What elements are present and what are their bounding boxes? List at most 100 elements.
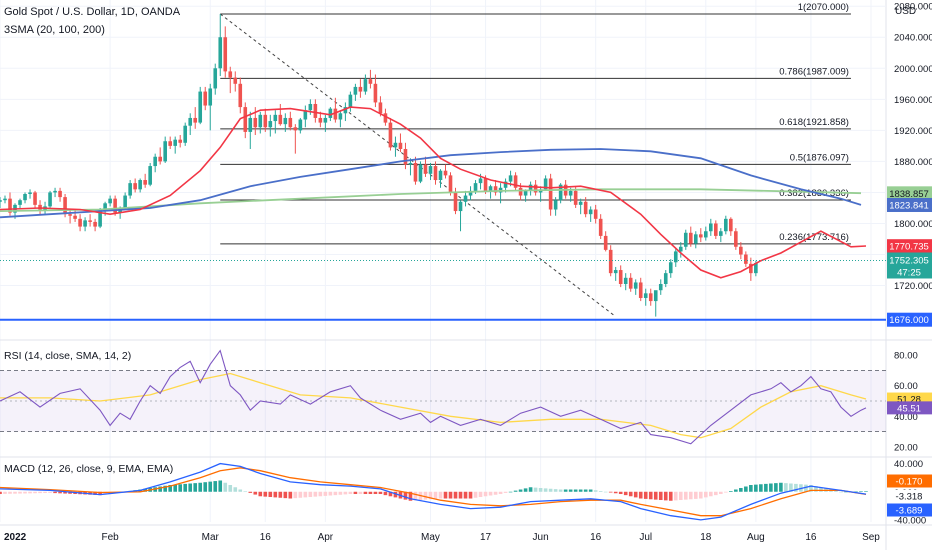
- candle[interactable]: [193, 107, 198, 129]
- candle[interactable]: [53, 187, 57, 198]
- candle[interactable]: [608, 245, 613, 277]
- candle[interactable]: [578, 198, 583, 215]
- candle[interactable]: [288, 111, 293, 131]
- candle[interactable]: [734, 228, 738, 250]
- candle[interactable]: [628, 273, 633, 292]
- candle[interactable]: [648, 288, 653, 306]
- candle[interactable]: [553, 197, 558, 216]
- sma-indicator-label[interactable]: 3SMA (20, 100, 200): [4, 24, 105, 36]
- sma200-line[interactable]: [0, 188, 862, 212]
- candle[interactable]: [668, 259, 673, 278]
- candle[interactable]: [273, 110, 278, 134]
- candle[interactable]: [233, 71, 238, 92]
- candle[interactable]: [248, 111, 253, 149]
- candle[interactable]: [623, 273, 628, 291]
- candle[interactable]: [68, 209, 72, 224]
- candle[interactable]: [258, 111, 263, 134]
- candle[interactable]: [724, 215, 728, 235]
- candle[interactable]: [313, 99, 318, 123]
- candle[interactable]: [148, 162, 152, 187]
- candle[interactable]: [373, 74, 378, 108]
- candle[interactable]: [658, 279, 663, 295]
- candle[interactable]: [653, 290, 658, 317]
- candle[interactable]: [113, 195, 117, 216]
- candle[interactable]: [218, 13, 223, 77]
- candle[interactable]: [443, 164, 448, 179]
- candle[interactable]: [423, 156, 428, 177]
- candle[interactable]: [208, 83, 213, 131]
- candle[interactable]: [243, 102, 248, 139]
- candle[interactable]: [168, 136, 172, 149]
- candle[interactable]: [23, 192, 27, 204]
- rsi-line[interactable]: [0, 349, 867, 445]
- candle[interactable]: [33, 190, 37, 208]
- candle[interactable]: [268, 114, 273, 137]
- candle[interactable]: [749, 257, 753, 281]
- candle[interactable]: [663, 270, 668, 288]
- candle[interactable]: [188, 113, 193, 136]
- candle[interactable]: [303, 105, 308, 128]
- candle[interactable]: [163, 136, 167, 163]
- candle[interactable]: [108, 195, 112, 207]
- candle[interactable]: [583, 197, 588, 218]
- sma100-line[interactable]: [0, 148, 862, 219]
- candle[interactable]: [638, 277, 643, 302]
- candle[interactable]: [8, 192, 12, 216]
- candle[interactable]: [388, 117, 393, 151]
- candle[interactable]: [278, 103, 283, 126]
- candle[interactable]: [438, 169, 443, 188]
- candle[interactable]: [368, 69, 373, 89]
- candle[interactable]: [719, 228, 723, 243]
- candle[interactable]: [38, 200, 42, 215]
- candle[interactable]: [413, 156, 418, 185]
- candle[interactable]: [698, 228, 703, 243]
- macd-line[interactable]: [0, 462, 867, 521]
- candle[interactable]: [433, 161, 438, 185]
- candle[interactable]: [493, 180, 498, 196]
- macd-label[interactable]: MACD (12, 26, close, 9, EMA, EMA): [4, 463, 173, 475]
- candle[interactable]: [343, 102, 348, 122]
- candle[interactable]: [363, 74, 368, 95]
- candle[interactable]: [703, 226, 708, 241]
- candle[interactable]: [298, 117, 303, 134]
- candle[interactable]: [83, 217, 87, 232]
- candle[interactable]: [133, 178, 137, 193]
- candle[interactable]: [203, 86, 208, 111]
- candle[interactable]: [213, 63, 218, 95]
- candle[interactable]: [398, 133, 403, 153]
- candle[interactable]: [73, 209, 77, 222]
- candle[interactable]: [338, 110, 343, 128]
- candle[interactable]: [744, 251, 748, 267]
- candle[interactable]: [198, 86, 203, 125]
- candle[interactable]: [693, 231, 698, 249]
- candle[interactable]: [418, 161, 423, 184]
- candle[interactable]: [143, 173, 147, 188]
- candle[interactable]: [178, 135, 183, 148]
- candle[interactable]: [3, 195, 7, 204]
- candle[interactable]: [678, 242, 683, 258]
- rsi-pane[interactable]: RSI (14, close, SMA, 14, 2): [0, 349, 886, 445]
- candle[interactable]: [688, 226, 693, 247]
- candle[interactable]: [729, 217, 733, 236]
- candle[interactable]: [128, 180, 132, 199]
- candle[interactable]: [123, 192, 127, 210]
- candle[interactable]: [58, 187, 62, 202]
- candle[interactable]: [323, 114, 328, 132]
- candle[interactable]: [618, 265, 623, 288]
- candle[interactable]: [158, 147, 162, 165]
- candle[interactable]: [263, 108, 268, 132]
- candle[interactable]: [348, 91, 353, 112]
- candle[interactable]: [633, 279, 638, 295]
- candle[interactable]: [463, 190, 468, 207]
- candle[interactable]: [513, 172, 518, 191]
- candle[interactable]: [588, 206, 593, 222]
- candle[interactable]: [228, 66, 233, 94]
- candle[interactable]: [138, 178, 142, 193]
- candle[interactable]: [88, 214, 92, 227]
- candle[interactable]: [393, 136, 398, 157]
- candle[interactable]: [333, 97, 338, 123]
- candle[interactable]: [428, 162, 433, 181]
- symbol-title[interactable]: Gold Spot / U.S. Dollar, 1D, OANDA: [4, 6, 181, 18]
- candle[interactable]: [358, 79, 363, 98]
